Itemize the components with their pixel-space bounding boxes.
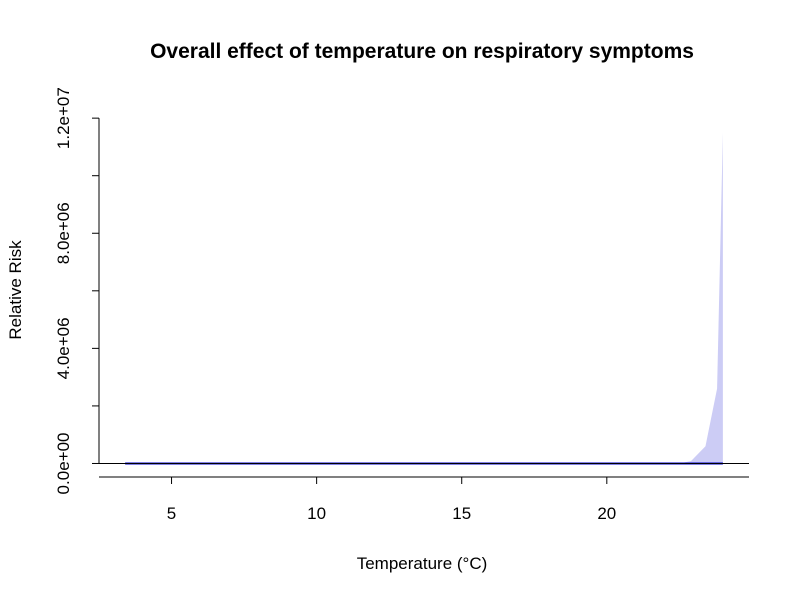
x-axis-label: Temperature (°C)	[357, 554, 488, 573]
y-tick-label: 1.2e+07	[54, 87, 73, 149]
x-tick-label: 10	[307, 504, 326, 523]
x-tick-label: 20	[597, 504, 616, 523]
x-tick-label: 5	[167, 504, 176, 523]
confidence-band-area	[125, 132, 723, 464]
x-tick-label: 15	[452, 504, 471, 523]
y-axis-label: Relative Risk	[6, 240, 25, 340]
confidence-band-group	[125, 132, 723, 464]
chart-title: Overall effect of temperature on respira…	[150, 40, 694, 63]
y-tick-label: 4.0e+06	[54, 317, 73, 379]
y-tick-label: 0.0e+00	[54, 433, 73, 495]
y-tick-label: 8.0e+06	[54, 202, 73, 264]
axes-group: 5 10 15 20 0.0e+00 4.0e+06 8.0e+06 1.2e+07	[54, 87, 749, 523]
